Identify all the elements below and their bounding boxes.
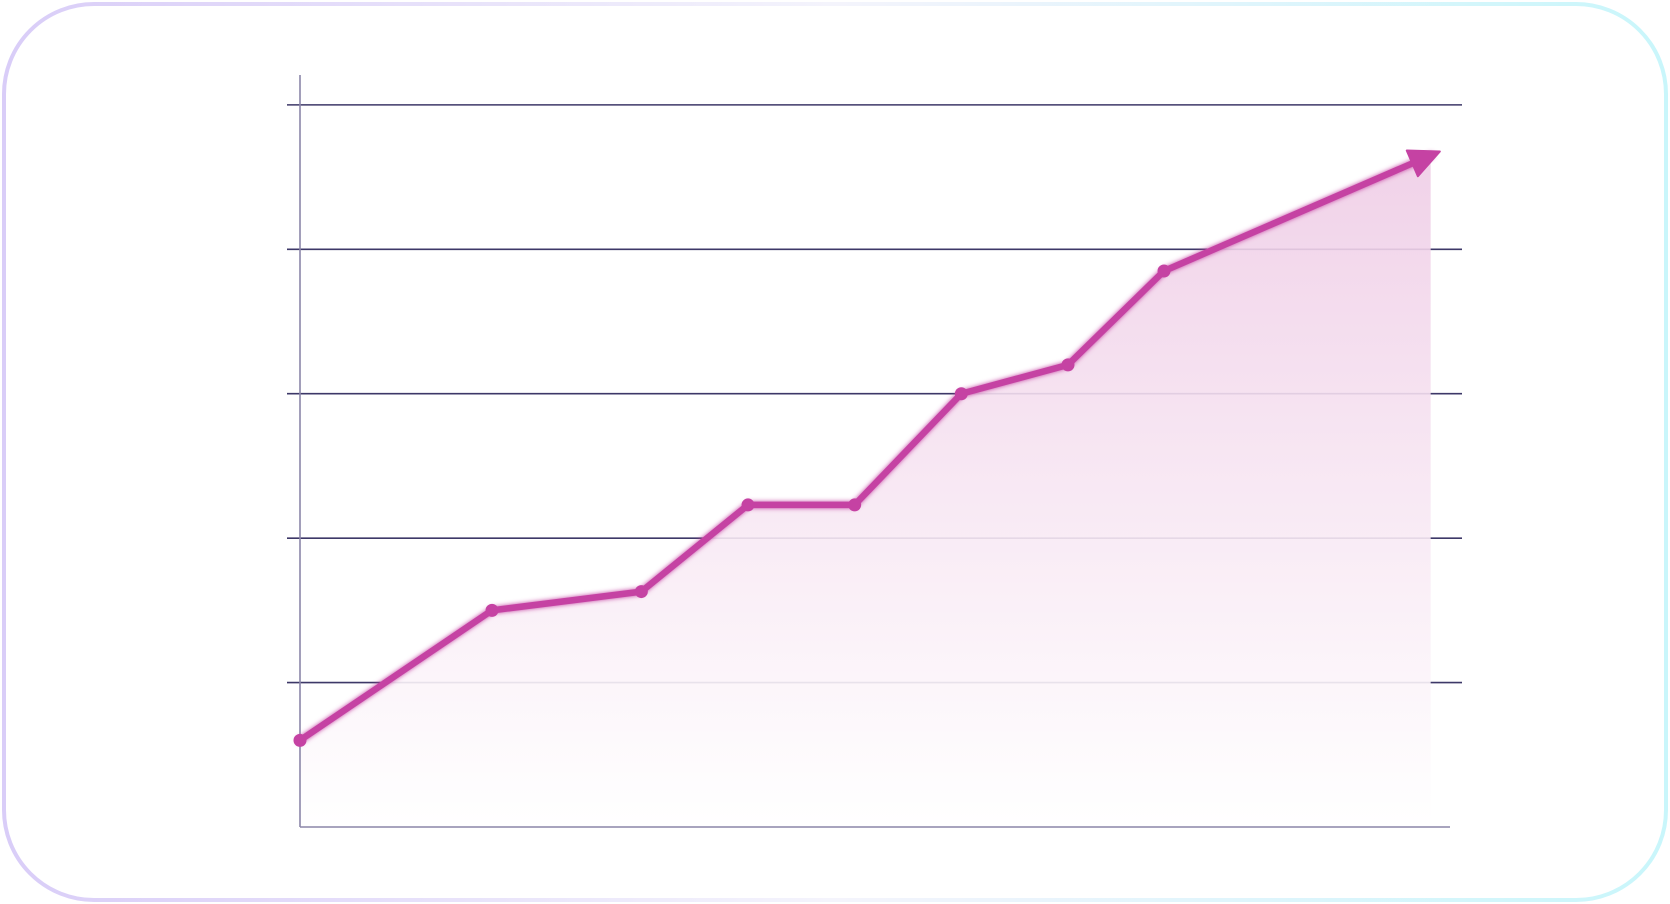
data-point-1 <box>293 733 307 747</box>
trend-arrowhead <box>1405 149 1441 178</box>
data-point-7 <box>1061 358 1075 372</box>
data-point-3 <box>634 585 648 599</box>
data-point-4 <box>741 498 755 512</box>
data-point-6 <box>954 387 968 401</box>
series <box>293 149 1441 747</box>
series-area <box>300 155 1431 828</box>
data-point-2 <box>485 603 499 617</box>
area-fill <box>300 155 1431 828</box>
data-point-8 <box>1157 264 1171 278</box>
data-point-5 <box>848 498 862 512</box>
axes <box>299 75 1450 828</box>
